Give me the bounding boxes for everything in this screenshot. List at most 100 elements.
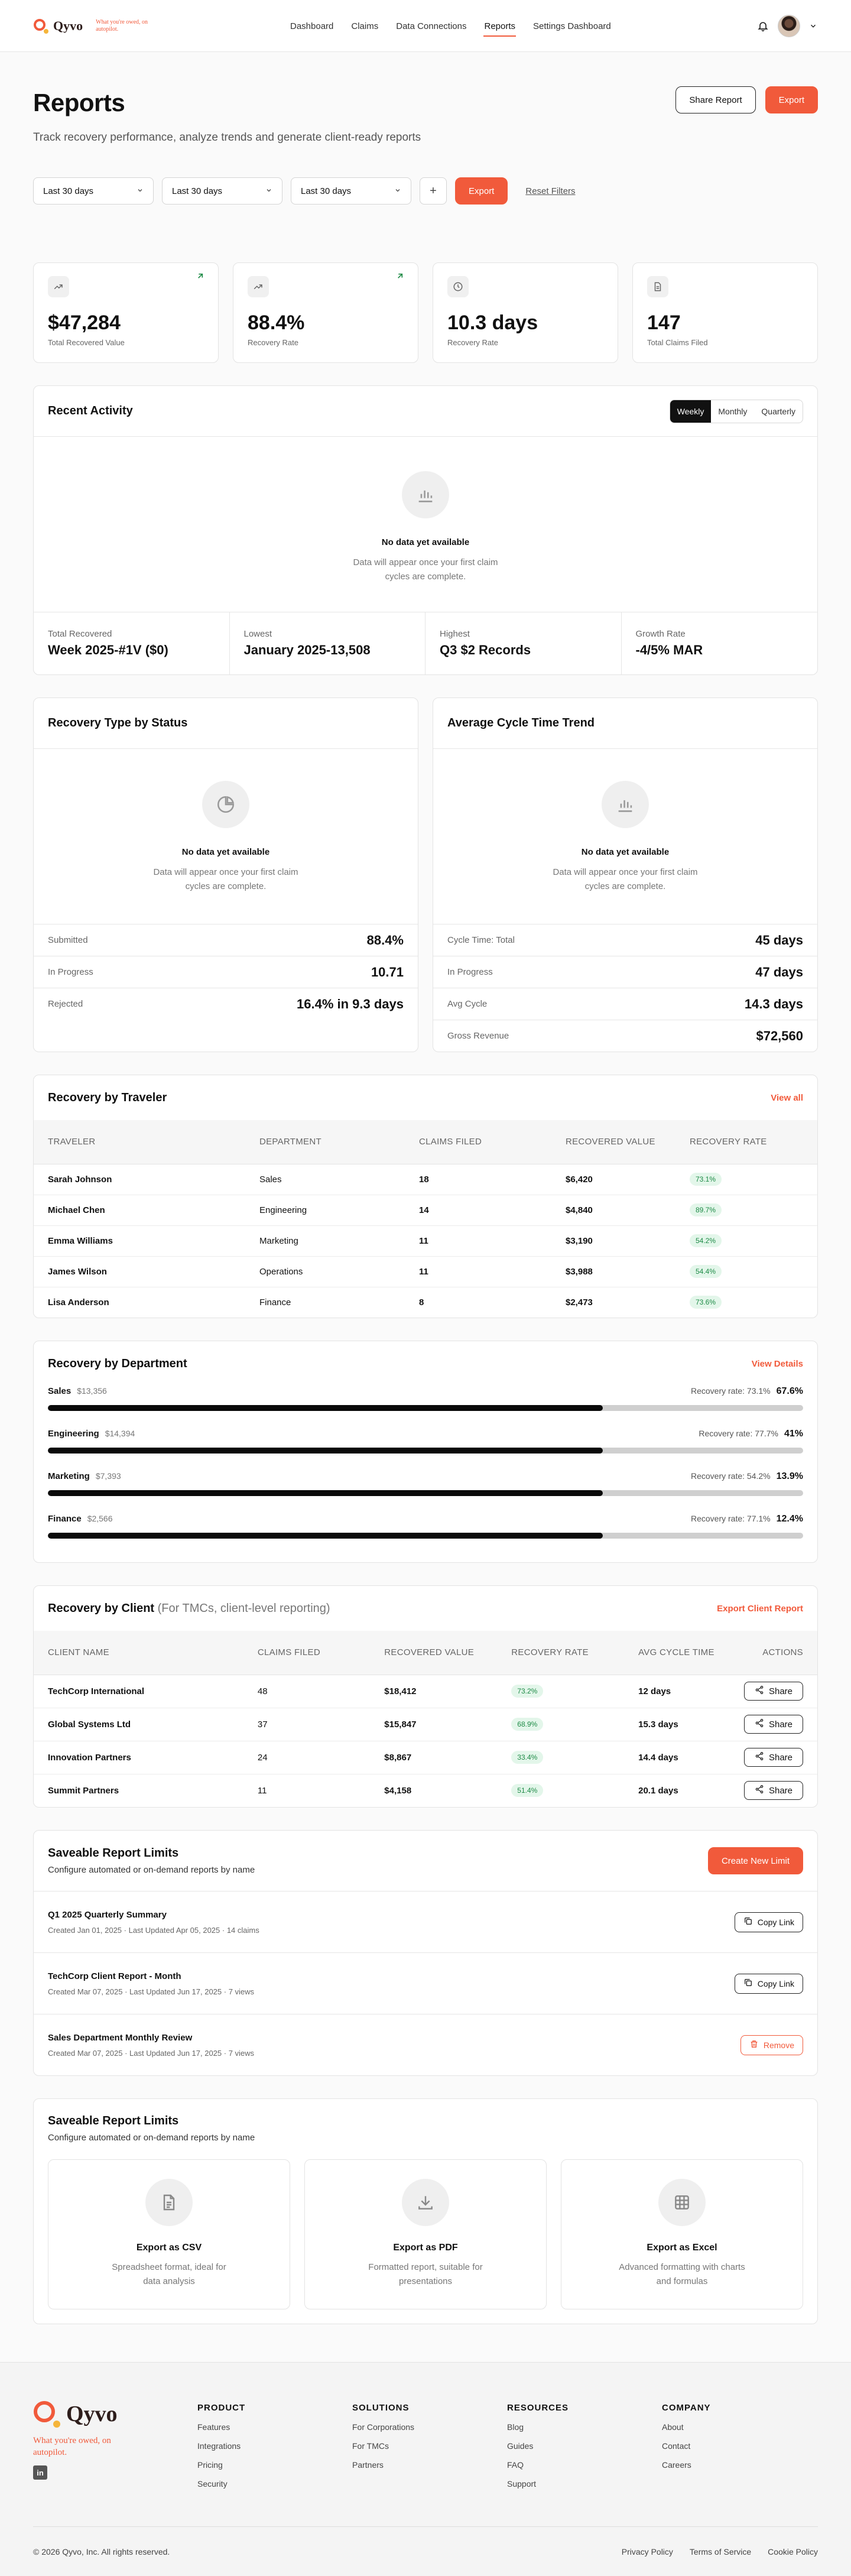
client-name: TechCorp International (34, 1675, 243, 1708)
status-badge: 73.1% (690, 1173, 722, 1186)
share-button[interactable]: Share (744, 1781, 803, 1800)
table-row[interactable]: Michael Chen Engineering 14 $4,840 89.7% (34, 1195, 817, 1226)
trend-up-icon (48, 276, 69, 297)
export-pdf-card[interactable]: Export as PDF Formatted report, suitable… (304, 2159, 547, 2309)
column-header[interactable]: TRAVELER (34, 1120, 245, 1164)
nav-link-reports[interactable]: Reports (475, 0, 524, 52)
column-header[interactable]: RECOVERED VALUE (551, 1120, 675, 1164)
column-header[interactable]: CLAIMS FILED (243, 1631, 371, 1675)
bell-icon[interactable] (756, 20, 769, 33)
footer-link[interactable]: Integrations (197, 2441, 241, 2451)
kv-label: Submitted (48, 935, 88, 945)
share-button[interactable]: Share (744, 1682, 803, 1701)
empty-title: No data yet available (581, 847, 670, 857)
empty-text: Data will appear once your first claim c… (153, 867, 298, 891)
table-row[interactable]: Lisa Anderson Finance 8 $2,473 73.6% (34, 1287, 817, 1318)
tab-quarterly[interactable]: Quarterly (761, 406, 795, 416)
footer-link[interactable]: About (662, 2422, 684, 2432)
footer-link[interactable]: Guides (507, 2441, 534, 2451)
reset-filters-link[interactable]: Reset Filters (525, 186, 576, 196)
date-range-select-1[interactable]: Last 30 days (33, 177, 154, 205)
export-client-report-link[interactable]: Export Client Report (717, 1603, 803, 1614)
table-row[interactable]: Innovation Partners 24 $8,867 33.4% 14.4… (34, 1741, 817, 1774)
export-button[interactable]: Export (765, 86, 818, 113)
view-all-link[interactable]: View all (771, 1092, 803, 1103)
table-row[interactable]: Sarah Johnson Sales 18 $6,420 73.1% (34, 1164, 817, 1195)
summary-value: Q3 $2 Records (440, 643, 531, 657)
nav-links: Dashboard Claims Data Connections Report… (281, 0, 620, 52)
cookie-policy-link[interactable]: Cookie Policy (768, 2546, 818, 2556)
add-filter-button[interactable]: + (420, 177, 447, 205)
footer-logo[interactable]: Qyvo (33, 2400, 118, 2428)
spacer (33, 2324, 818, 2362)
share-button[interactable]: Share (744, 1715, 803, 1734)
table-row[interactable]: Emma Williams Marketing 11 $3,190 54.2% (34, 1225, 817, 1257)
create-new-limit-button[interactable]: Create New Limit (707, 1847, 803, 1874)
rate-value: 77.1% (746, 1514, 771, 1523)
footer-link[interactable]: Pricing (197, 2460, 223, 2470)
column-header[interactable]: CLAIMS FILED (405, 1120, 551, 1164)
export-csv-card[interactable]: Export as CSV Spreadsheet format, ideal … (48, 2159, 290, 2309)
linkedin-icon[interactable]: in (33, 2465, 47, 2480)
footer-link[interactable]: Partners (352, 2460, 384, 2470)
date-range-select-3[interactable]: Last 30 days (291, 177, 411, 205)
privacy-policy-link[interactable]: Privacy Policy (621, 2546, 673, 2556)
footer-link[interactable]: For Corporations (352, 2422, 415, 2432)
footer-link[interactable]: Careers (662, 2460, 691, 2470)
nav-link-settings-dashboard[interactable]: Settings Dashboard (533, 21, 611, 31)
footer-link[interactable]: Support (507, 2479, 537, 2489)
summary-label: Growth Rate (635, 629, 686, 639)
logo[interactable]: Qyvo What you're owed, on autopilot. (33, 18, 155, 34)
saved-report-item[interactable]: TechCorp Client Report - Month Created M… (34, 1952, 817, 2014)
nav-link-claims[interactable]: Claims (351, 21, 379, 31)
copy-link-button[interactable]: Copy Link (734, 1973, 803, 1994)
column-header[interactable]: AVG CYCLE TIME (624, 1631, 730, 1675)
footer-link[interactable]: Blog (507, 2422, 524, 2432)
tab-weekly[interactable]: Weekly (670, 400, 712, 423)
card-header: Recovery by Client (For TMCs, client-lev… (34, 1586, 817, 1631)
date-range-select-2[interactable]: Last 30 days (162, 177, 282, 205)
stat-card-recovery-days: 10.3 days Recovery Rate (433, 262, 618, 363)
chevron-down-icon[interactable] (808, 21, 818, 31)
avatar[interactable] (778, 15, 800, 37)
share-icon (755, 1785, 764, 1796)
column-header[interactable]: RECOVERED VALUE (370, 1631, 498, 1675)
traveler-name: Emma Williams (34, 1225, 245, 1257)
saved-report-item[interactable]: Sales Department Monthly Review Created … (34, 2014, 817, 2075)
stat-card-recovery-rate: 88.4% Recovery Rate (233, 262, 418, 363)
footer-link[interactable]: FAQ (507, 2460, 524, 2470)
share-button[interactable]: Share (744, 1748, 803, 1767)
footer-link[interactable]: Contact (662, 2441, 691, 2451)
nav-link-data-connections[interactable]: Data Connections (396, 21, 467, 31)
copy-link-button[interactable]: Copy Link (734, 1912, 803, 1932)
share-icon (755, 1751, 764, 1763)
remove-button[interactable]: Remove (740, 2035, 803, 2055)
nav-link-dashboard[interactable]: Dashboard (290, 21, 334, 31)
footer-link[interactable]: Features (197, 2422, 230, 2432)
terms-of-service-link[interactable]: Terms of Service (689, 2546, 752, 2556)
footer-link[interactable]: Security (197, 2479, 228, 2489)
claims-filed: 8 (419, 1297, 424, 1308)
table-row[interactable]: Global Systems Ltd 37 $15,847 68.9% 15.3… (34, 1708, 817, 1741)
column-header[interactable]: RECOVERY RATE (675, 1120, 817, 1164)
logo-mark-icon (33, 2400, 60, 2428)
table-row[interactable]: TechCorp International 48 $18,412 73.2% … (34, 1675, 817, 1708)
share-report-button[interactable]: Share Report (675, 86, 756, 113)
chevron-down-icon (394, 186, 401, 196)
column-header[interactable]: DEPARTMENT (245, 1120, 405, 1164)
filter-export-button[interactable]: Export (455, 177, 508, 205)
footer-heading: PRODUCT (197, 2403, 246, 2413)
table-row[interactable]: Summit Partners 11 $4,158 51.4% 20.1 day… (34, 1774, 817, 1807)
saved-report-title: Sales Department Monthly Review (48, 2032, 193, 2043)
saved-report-item[interactable]: Q1 2025 Quarterly Summary Created Jan 01… (34, 1891, 817, 1952)
tab-monthly[interactable]: Monthly (718, 406, 748, 416)
view-details-link[interactable]: View Details (751, 1358, 803, 1369)
share-icon (755, 1718, 764, 1730)
claims-filed: 14 (405, 1195, 551, 1226)
footer-brand: Qyvo What you're owed, on autopilot. in (33, 2400, 118, 2480)
table-row[interactable]: James Wilson Operations 11 $3,988 54.4% (34, 1256, 817, 1287)
export-excel-card[interactable]: Export as Excel Advanced formatting with… (561, 2159, 803, 2309)
footer-link[interactable]: For TMCs (352, 2441, 389, 2451)
column-header[interactable]: CLIENT NAME (34, 1631, 243, 1675)
column-header[interactable]: RECOVERY RATE (497, 1631, 625, 1675)
